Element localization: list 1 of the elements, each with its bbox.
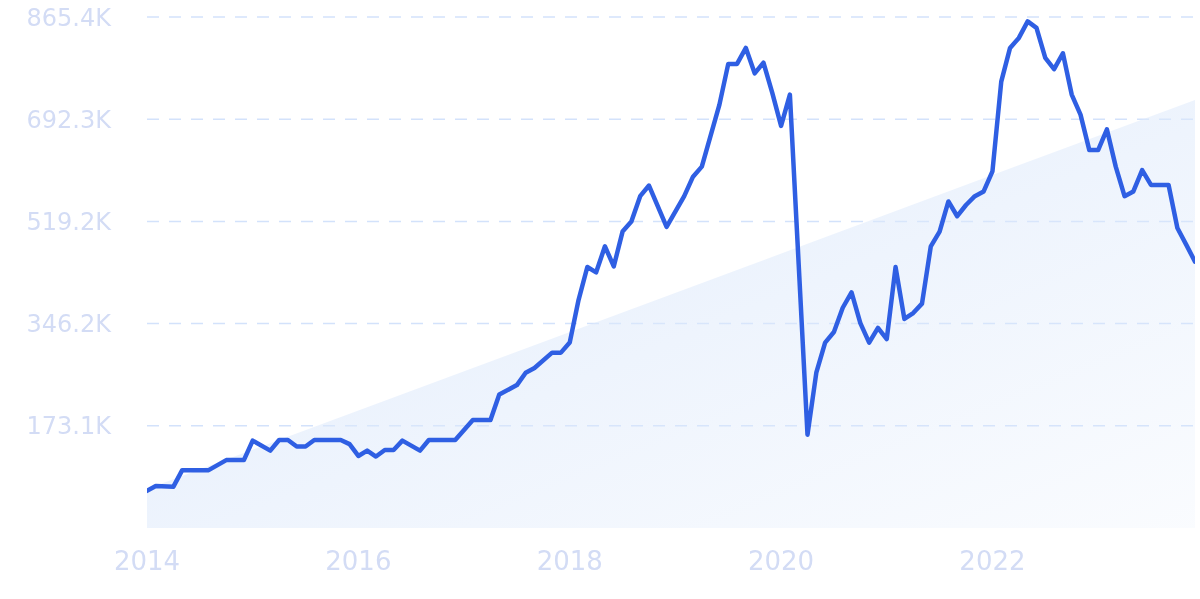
line-series (147, 19, 1195, 494)
